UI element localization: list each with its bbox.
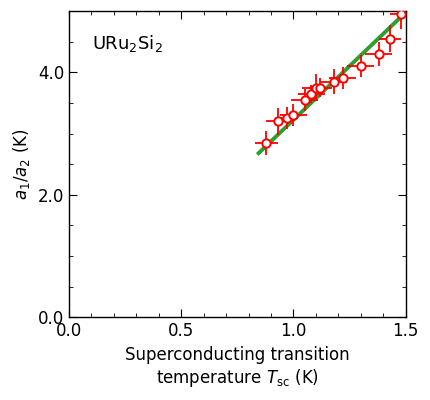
- Text: URu$_2$Si$_2$: URu$_2$Si$_2$: [92, 32, 163, 54]
- Y-axis label: $a_1/a_2$ (K): $a_1/a_2$ (K): [11, 128, 32, 200]
- X-axis label: Superconducting transition
temperature $T_{\rm sc}$ (K): Superconducting transition temperature $…: [125, 346, 350, 389]
